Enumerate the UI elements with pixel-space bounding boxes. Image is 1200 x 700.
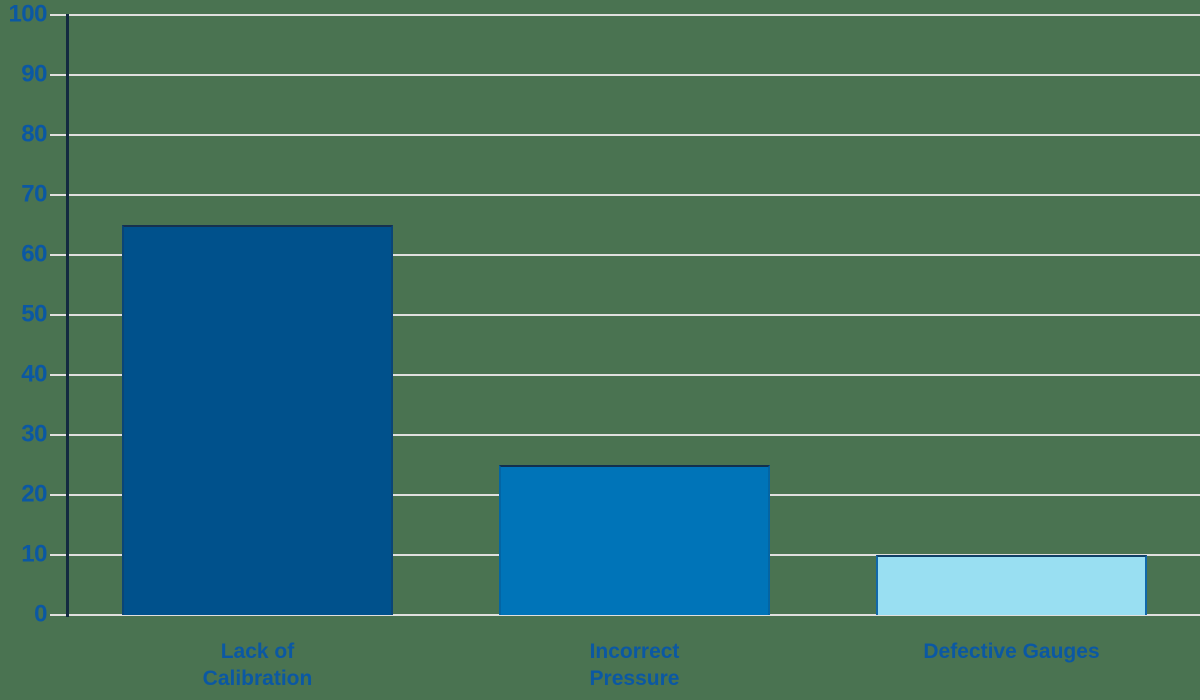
gridline	[50, 614, 1200, 616]
y-axis-tick-label: 30	[21, 420, 47, 448]
gridline	[50, 314, 1200, 316]
x-axis-labels: Lack of Calibration Incorrect Pressure Def…	[69, 638, 1200, 700]
y-axis-labels: 100 90 80 70 60 50 40 30 20 10 0	[0, 0, 47, 627]
bar-defective-gauges	[876, 555, 1147, 615]
gridline	[50, 194, 1200, 196]
plot-area	[50, 14, 1200, 616]
gridline	[50, 74, 1200, 76]
y-axis-tick-label: 40	[21, 360, 47, 388]
y-axis-tick-label: 90	[21, 60, 47, 88]
y-axis-tick-label: 50	[21, 300, 47, 328]
y-axis-tick-label: 10	[21, 540, 47, 568]
y-axis-line	[66, 14, 69, 617]
y-axis-tick-label: 100	[8, 0, 47, 28]
y-axis-tick-label: 0	[34, 600, 47, 628]
gridline	[50, 134, 1200, 136]
x-axis-label-defective-gauges: Defective Gauges	[923, 640, 1100, 663]
x-axis-label-lack-of-calibration: Lack of Calibration	[202, 640, 313, 690]
gridline	[50, 14, 1200, 16]
gridline	[50, 374, 1200, 376]
y-axis-tick-label: 20	[21, 480, 47, 508]
gridline	[50, 254, 1200, 256]
y-axis-tick-label: 70	[21, 180, 47, 208]
y-axis-tick-label: 80	[21, 120, 47, 148]
x-axis-label-incorrect-pressure: Incorrect Pressure	[589, 640, 680, 690]
gridline	[50, 434, 1200, 436]
bar-incorrect-pressure	[499, 465, 770, 615]
bar-lack-of-calibration	[121, 225, 393, 615]
y-axis-tick-label: 60	[21, 240, 47, 268]
